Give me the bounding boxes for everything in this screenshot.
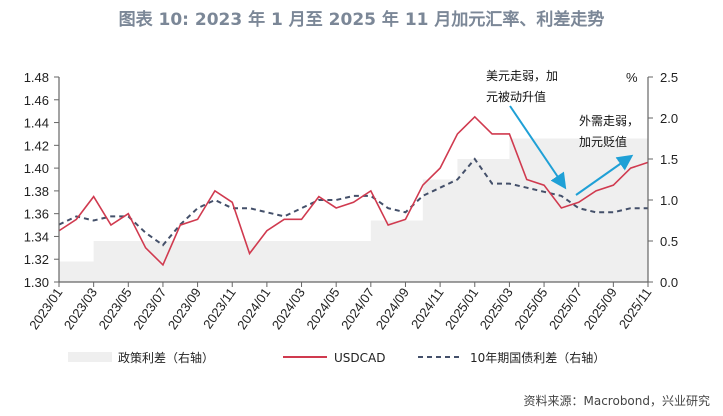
left-tick-label: 1.30 (24, 275, 49, 290)
x-tick-label: 2023/07 (130, 285, 169, 332)
usdcad-line (58, 115, 649, 267)
source-note: 资料来源：Macrobond，兴业研究 (524, 393, 711, 408)
right-tick-label: 0.5 (660, 234, 678, 249)
left-tick-label: 1.38 (24, 184, 49, 199)
x-tick-label: 2023/03 (61, 285, 100, 332)
bond-spread-line (58, 157, 648, 247)
right-tick-label: 1.5 (660, 152, 678, 167)
x-tick-label: 2024/09 (373, 285, 412, 332)
left-tick-label: 1.40 (24, 161, 49, 176)
right-tick-label: 0.0 (660, 275, 678, 290)
x-tick-label: 2025/07 (546, 285, 585, 332)
x-tick-label: 2025/05 (511, 285, 550, 332)
legend-label: 政策利差（右轴） (118, 350, 214, 365)
right-axis-unit: % (626, 70, 638, 85)
legend-label: 10年期国债利差（右轴） (470, 350, 605, 365)
annotation-text: 美元走弱，加 (486, 69, 558, 83)
x-tick-label: 2023/05 (96, 285, 135, 332)
x-tick-label: 2025/01 (442, 285, 481, 332)
legend-swatch-policy-spread (68, 352, 112, 362)
annotation-arrow (509, 105, 567, 190)
left-tick-label: 1.32 (24, 252, 49, 267)
x-tick-label: 2025/03 (477, 285, 516, 332)
left-tick-label: 1.34 (24, 229, 49, 244)
right-tick-label: 1.0 (660, 193, 678, 208)
annotation-arrow (575, 154, 634, 196)
left-tick-label: 1.36 (24, 207, 49, 222)
left-tick-label: 1.42 (24, 138, 49, 153)
annotation-text: 元被动升值 (486, 89, 546, 104)
x-tick-label: 2023/09 (165, 285, 204, 332)
left-tick-label: 1.44 (24, 116, 49, 131)
chart-title: 图表 10: 2023 年 1 月至 2025 年 11 月加元汇率、利差走势 (118, 10, 605, 30)
annotation-text: 加元贬值 (579, 134, 627, 149)
policy-spread-area (59, 138, 648, 282)
x-tick-label: 2024/01 (234, 285, 273, 332)
x-tick-label: 2025/11 (616, 285, 655, 331)
x-tick-label: 2023/11 (200, 285, 239, 331)
left-tick-label: 1.46 (24, 93, 49, 108)
x-tick-label: 2024/05 (303, 285, 342, 332)
x-tick-label: 2024/03 (269, 285, 308, 332)
x-tick-label: 2024/11 (408, 285, 447, 331)
x-tick-label: 2023/01 (26, 285, 65, 332)
legend-label: USDCAD (334, 351, 385, 365)
right-tick-label: 2.5 (660, 70, 678, 85)
right-tick-label: 2.0 (660, 111, 678, 126)
annotation-text: 外需走弱， (579, 114, 639, 128)
left-tick-label: 1.48 (24, 70, 49, 85)
x-tick-label: 2025/09 (581, 285, 620, 332)
x-tick-label: 2024/07 (338, 285, 377, 332)
